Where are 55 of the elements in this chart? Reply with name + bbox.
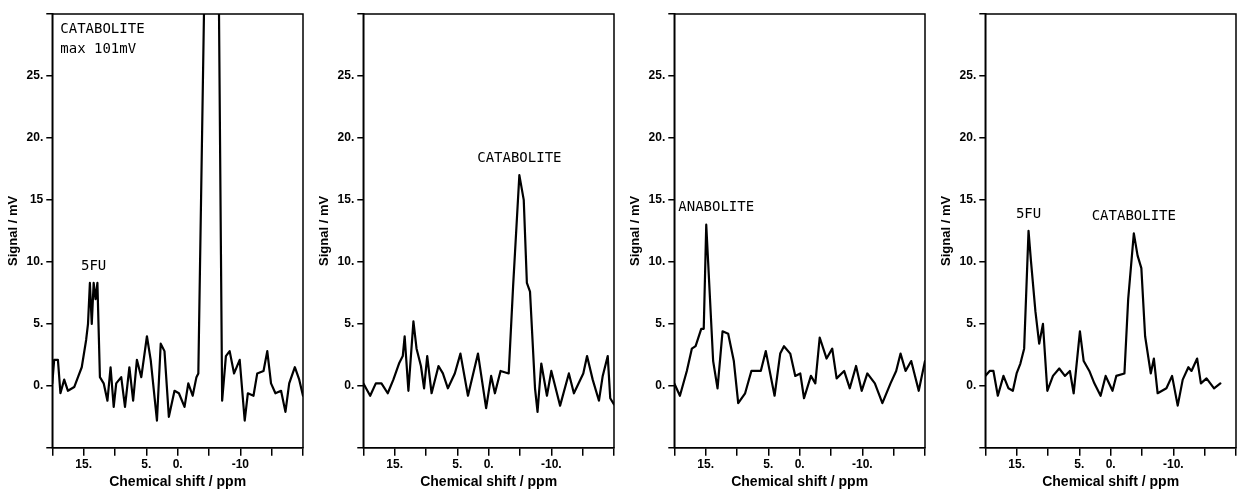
y-axis-title: Signal / mV bbox=[5, 195, 21, 266]
annotation: CATABOLITE bbox=[60, 19, 145, 36]
y-axis-title: Signal / mV bbox=[627, 195, 643, 266]
y-tick-label: 25. bbox=[648, 68, 666, 83]
y-tick-label: 5. bbox=[33, 316, 44, 331]
x-tick-label: 0. bbox=[172, 457, 183, 472]
y-tick-label: 15 bbox=[29, 192, 44, 207]
y-tick-label: 25. bbox=[959, 68, 977, 83]
y-axis-title: Signal / mV bbox=[938, 195, 954, 266]
x-tick-label: 5. bbox=[1074, 457, 1085, 472]
y-tick-label: 20. bbox=[959, 130, 977, 145]
x-tick-label: 0. bbox=[483, 457, 494, 472]
y-tick-label: 10. bbox=[26, 254, 44, 269]
x-tick-label: 5. bbox=[763, 457, 774, 472]
x-axis-title: Chemical shift / ppm bbox=[731, 473, 869, 490]
y-tick-label: 25. bbox=[337, 68, 355, 83]
y-tick-label: 10. bbox=[337, 254, 355, 269]
y-tick-label: 15. bbox=[337, 192, 355, 207]
y-tick-label: 0. bbox=[33, 378, 44, 393]
y-tick-label: 25. bbox=[26, 68, 44, 83]
y-tick-label: 0. bbox=[344, 378, 355, 393]
x-tick-label: 0. bbox=[794, 457, 805, 472]
y-axis-title: Signal / mV bbox=[316, 195, 332, 266]
annotation: 5FU bbox=[81, 256, 107, 273]
x-tick-label: 0. bbox=[1105, 457, 1116, 472]
annotation: 5FU bbox=[1015, 204, 1042, 221]
annotation: CATABOLITE bbox=[477, 148, 562, 165]
y-tick-label: 0. bbox=[655, 378, 666, 393]
y-tick-label: 20. bbox=[337, 130, 355, 145]
annotation: CATABOLITE bbox=[1091, 207, 1176, 224]
x-tick-label: 15. bbox=[1008, 457, 1025, 472]
x-tick-label: -10 bbox=[231, 457, 250, 472]
y-tick-label: 15. bbox=[959, 192, 977, 207]
y-tick-label: 20. bbox=[26, 130, 44, 145]
y-tick-label: 5. bbox=[966, 316, 977, 331]
x-axis-title: Chemical shift / ppm bbox=[109, 473, 247, 490]
x-tick-label: 5. bbox=[452, 457, 463, 472]
annotation: ANABOLITE bbox=[678, 198, 755, 215]
x-tick-label: -10. bbox=[851, 457, 873, 472]
annotation: max 101mV bbox=[60, 39, 137, 56]
x-axis-title: Chemical shift / ppm bbox=[1042, 473, 1180, 490]
x-tick-label: 15. bbox=[386, 457, 403, 472]
x-axis-title: Chemical shift / ppm bbox=[420, 473, 558, 490]
y-tick-label: 15. bbox=[648, 192, 666, 207]
y-tick-label: 5. bbox=[655, 316, 666, 331]
y-tick-label: 10. bbox=[959, 254, 977, 269]
x-tick-label: 15. bbox=[75, 457, 92, 472]
y-tick-label: 5. bbox=[344, 316, 355, 331]
y-tick-label: 10. bbox=[648, 254, 666, 269]
x-tick-label: 15. bbox=[697, 457, 714, 472]
y-tick-label: 20. bbox=[648, 130, 666, 145]
x-tick-label: -10. bbox=[540, 457, 562, 472]
x-tick-label: 5. bbox=[141, 457, 152, 472]
y-tick-label: 0. bbox=[966, 378, 977, 393]
x-tick-label: -10. bbox=[1162, 457, 1184, 472]
